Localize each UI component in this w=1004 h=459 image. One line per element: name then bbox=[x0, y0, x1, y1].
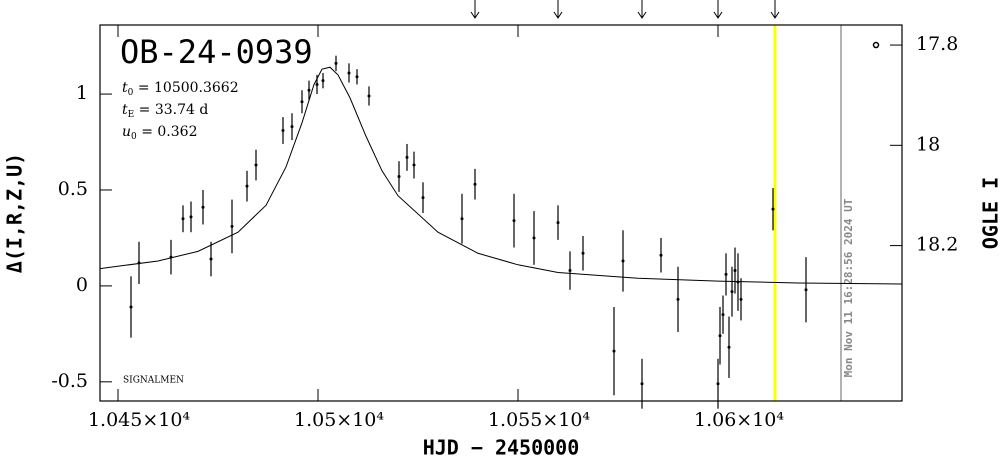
data-point bbox=[733, 269, 737, 273]
x-tick-label: 1.045×10⁴ bbox=[88, 409, 190, 431]
data-point bbox=[473, 182, 477, 186]
plot-frame bbox=[99, 24, 903, 402]
data-point bbox=[612, 349, 616, 353]
y-tick-label: -0.5 bbox=[51, 370, 88, 392]
data-point bbox=[209, 257, 213, 261]
parameter-text: = 33.74 d bbox=[134, 102, 208, 118]
data-point bbox=[315, 82, 319, 86]
data-point bbox=[405, 155, 409, 159]
data-point bbox=[254, 163, 258, 167]
data-point bbox=[189, 215, 193, 219]
parameter-sub: 0 bbox=[128, 88, 134, 98]
y-tick-label: 0 bbox=[76, 274, 88, 296]
data-point bbox=[556, 221, 560, 225]
parameter-sub: 0 bbox=[131, 132, 137, 142]
credit: SIGNALMEN bbox=[123, 376, 184, 386]
data-point bbox=[730, 290, 734, 294]
data-point bbox=[739, 297, 743, 301]
data-point bbox=[718, 334, 722, 338]
data-point bbox=[169, 255, 173, 259]
arrow bbox=[553, 0, 563, 19]
y-axis-label: Δ(I,R,Z,U) bbox=[3, 153, 27, 273]
data-point bbox=[532, 236, 536, 240]
data-point bbox=[181, 217, 185, 221]
x-tick-label: 1.06×10⁴ bbox=[694, 409, 784, 431]
data-point bbox=[307, 88, 311, 92]
data-point bbox=[367, 94, 371, 98]
data-point bbox=[245, 184, 249, 188]
y-tick-label: 0.5 bbox=[58, 178, 88, 200]
parameter-symbol: t bbox=[122, 102, 128, 118]
data-point bbox=[568, 269, 572, 273]
y2-tick-label: 17.8 bbox=[916, 33, 958, 55]
data-point bbox=[129, 305, 133, 309]
data-point bbox=[300, 100, 304, 104]
x-axis-label: HJD − 2450000 bbox=[423, 436, 580, 459]
parameter-symbol: u bbox=[122, 124, 131, 140]
data-point bbox=[290, 125, 294, 129]
data-point bbox=[621, 259, 625, 263]
data-point bbox=[804, 288, 808, 292]
data-point bbox=[727, 345, 731, 349]
data-point bbox=[736, 280, 740, 284]
data-point bbox=[512, 219, 516, 223]
arrow bbox=[470, 0, 480, 19]
parameter-text: = 0.362 bbox=[137, 124, 198, 140]
parameter-symbol: t bbox=[122, 80, 128, 96]
data-point bbox=[676, 297, 680, 301]
data-point bbox=[721, 313, 725, 317]
parameter-text: = 10500.3662 bbox=[133, 80, 238, 96]
data-point bbox=[355, 75, 359, 79]
data-point bbox=[659, 253, 663, 257]
arrow bbox=[770, 0, 780, 19]
data-point bbox=[321, 79, 325, 83]
data-point bbox=[716, 382, 720, 386]
timestamp: Mon Nov 11 16:28:56 2024 UT bbox=[842, 198, 855, 377]
data-point bbox=[724, 272, 728, 276]
y2-tick-label: 18.2 bbox=[916, 234, 958, 256]
data-point bbox=[412, 163, 416, 167]
y2-tick-label: 18 bbox=[916, 133, 940, 155]
parameter: t0 = 10500.3662 bbox=[122, 80, 239, 98]
data-point bbox=[347, 71, 351, 75]
parameter-sub: E bbox=[128, 110, 135, 120]
x-tick-label: 1.055×10⁴ bbox=[488, 409, 590, 431]
data-point bbox=[334, 61, 338, 65]
data-point bbox=[397, 175, 401, 179]
chart-title: OB-24-0939 bbox=[120, 33, 313, 71]
data-point bbox=[872, 41, 880, 49]
parameter: u0 = 0.362 bbox=[122, 124, 197, 142]
data-point bbox=[581, 251, 585, 255]
data-point bbox=[421, 196, 425, 200]
data-point bbox=[281, 129, 285, 133]
data-point bbox=[460, 217, 464, 221]
arrow bbox=[637, 0, 647, 19]
y2-axis-label: OGLE I bbox=[979, 177, 1003, 249]
data-point bbox=[137, 261, 141, 265]
x-tick-label: 1.05×10⁴ bbox=[294, 409, 384, 431]
model-curve bbox=[99, 66, 903, 285]
y-tick-label: 1 bbox=[76, 82, 88, 104]
data-point bbox=[230, 224, 234, 228]
data-point bbox=[640, 382, 644, 386]
arrow bbox=[713, 0, 723, 19]
parameter: tE = 33.74 d bbox=[122, 102, 208, 120]
data-point bbox=[771, 207, 775, 211]
data-point bbox=[201, 205, 205, 209]
